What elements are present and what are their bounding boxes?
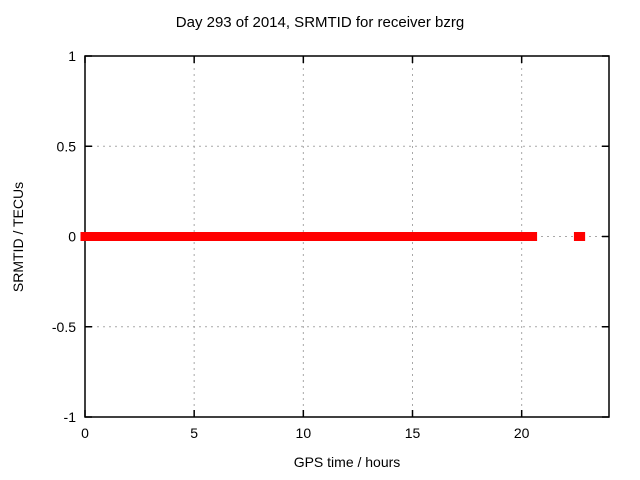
- x-tick-label: 5: [190, 425, 198, 441]
- x-tick-label: 0: [81, 425, 89, 441]
- data-points: [80, 232, 538, 241]
- y-tick-label: -0.5: [52, 319, 76, 335]
- x-tick-label: 10: [296, 425, 312, 441]
- y-tick-label: -1: [64, 409, 77, 425]
- y-tick-label: 1: [68, 48, 76, 64]
- y-tick-label: 0.5: [57, 138, 77, 154]
- x-axis-label: GPS time / hours: [293, 454, 401, 470]
- y-tick-label: 0: [68, 229, 76, 245]
- x-tick-label: 15: [405, 425, 421, 441]
- chart-title: Day 293 of 2014, SRMTID for receiver bzr…: [175, 14, 465, 31]
- data-points: [573, 232, 586, 241]
- x-tick-label: 20: [514, 425, 530, 441]
